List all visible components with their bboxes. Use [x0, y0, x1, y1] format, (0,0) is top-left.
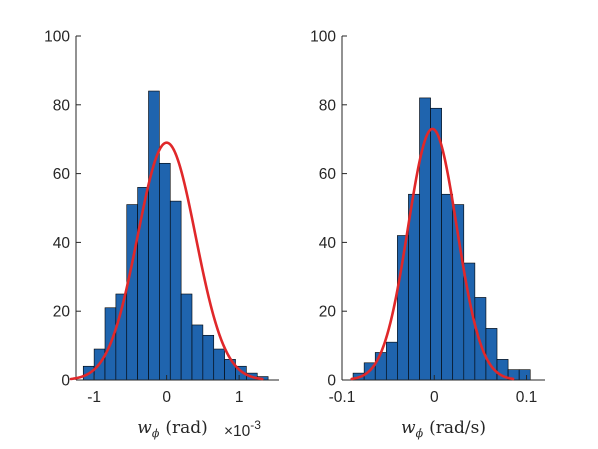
x-tick-label: -1 [87, 389, 101, 406]
histogram-bar [213, 348, 225, 381]
y-tick-label: 60 [53, 166, 71, 183]
x-tick-label: 0.1 [516, 389, 538, 406]
y-tick-label: 0 [327, 373, 336, 390]
y-tick-label: 20 [53, 304, 71, 321]
y-tick-label: 20 [319, 304, 337, 321]
x-axis-multiplier: ×10-3 [224, 418, 261, 440]
y-tick-label: 80 [319, 97, 337, 114]
histogram-bar [191, 324, 204, 381]
histogram-bar [441, 193, 454, 381]
histogram-bar [126, 204, 138, 381]
histogram-bar [137, 187, 149, 381]
x-axis-label: wϕ̇ (rad/s) [401, 418, 486, 440]
normal-fit-curve [350, 127, 515, 381]
histogram-bar [180, 293, 193, 381]
y-tick-label: 80 [53, 97, 71, 114]
x-axis-label: wϕ (rad) [137, 418, 207, 440]
x-tick-label: 0 [430, 389, 439, 406]
histogram-bar [148, 90, 160, 381]
normal-fit-curve [69, 141, 264, 381]
histogram-bar [518, 369, 531, 381]
histogram-bar [385, 341, 398, 381]
histogram-bar [169, 200, 182, 381]
x-tick-label: -0.1 [329, 389, 356, 406]
histogram-bar [430, 107, 442, 381]
y-tick-label: 0 [61, 373, 70, 390]
y-tick-label: 40 [53, 235, 71, 252]
x-tick-label: 0 [162, 389, 171, 406]
histogram-bar [474, 297, 487, 381]
y-tick-label: 100 [44, 29, 70, 46]
y-tick-label: 60 [319, 166, 337, 183]
left-histogram-panel: 0 20 40 60 80 100 -1 0 1 wϕ (rad) ×10-3 [44, 29, 279, 440]
histogram-bar [374, 352, 387, 381]
histogram-bar [159, 162, 171, 381]
y-tick-label: 40 [319, 235, 337, 252]
y-tick-label: 100 [310, 29, 336, 46]
histogram-bar [202, 334, 215, 381]
x-tick-label: 1 [235, 389, 244, 406]
